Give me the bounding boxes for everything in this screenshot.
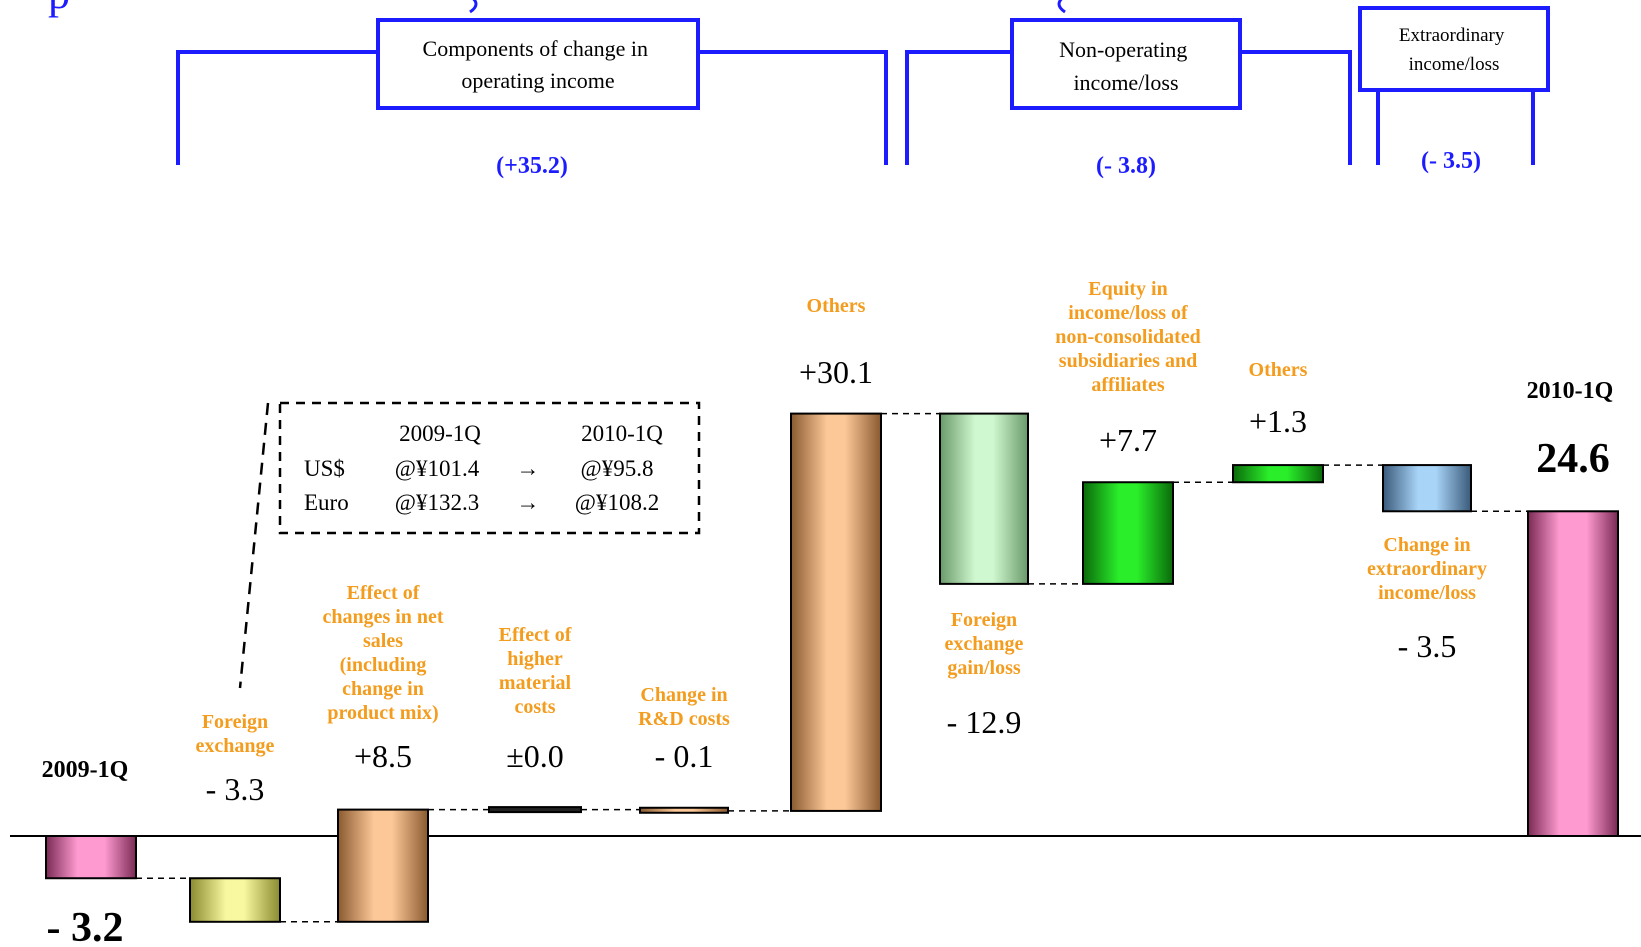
step-bar [337, 808, 429, 923]
group-label-nonoperating: Non-operating income/loss [1059, 37, 1193, 95]
group-bracket-nonoperating [905, 18, 1352, 165]
group-value-extraordinary: (- 3.5) [1421, 148, 1481, 174]
fx-header-2009: 2009-1Q [399, 421, 481, 446]
step-value-label: ±0.0 [506, 738, 564, 774]
fx-row-arrow: → [517, 456, 540, 481]
fx-row-rate-old: @¥132.3 [395, 490, 479, 515]
step-category-label: Change in extraordinary income/loss [1367, 534, 1487, 604]
step-category-label: Foreign exchange [196, 711, 275, 757]
step-value-label: +30.1 [799, 354, 873, 390]
step-category-label: Equity in income/loss of non-consolidated s… [1055, 278, 1201, 396]
step-category-label: Effect of changes in net sales (including ch… [322, 582, 443, 724]
group-label-operating: Components of change in operating income [423, 36, 654, 93]
step-category-label: Others [807, 295, 866, 317]
group-value-nonoperating: (- 3.8) [1096, 153, 1156, 179]
step-value-label: - 3.5 [1398, 628, 1457, 664]
page-title-fragment: p [48, 0, 70, 18]
step-bar [189, 877, 281, 923]
group-label-extraordinary: Extraordinary income/loss [1399, 25, 1509, 75]
fx-row-currency: Euro [304, 490, 349, 515]
step-bar [790, 412, 882, 812]
step-category-label: Change in R&D costs [638, 684, 730, 730]
step-category-label: Foreign exchange gain/loss [945, 609, 1024, 679]
step-value-label: - 3.3 [206, 771, 265, 807]
step-category-label: Effect of higher material costs [499, 624, 572, 718]
fx-row-currency: US$ [304, 456, 345, 481]
step-value-label: - 0.1 [655, 738, 714, 774]
step-category-label: Others [1249, 359, 1308, 381]
step-value-label: +7.7 [1099, 422, 1157, 458]
step-bar [1082, 481, 1174, 585]
step-bar [939, 412, 1029, 585]
start-bar [45, 835, 137, 880]
fx-row-arrow: → [517, 490, 540, 515]
step-bar [639, 806, 729, 814]
end-value-label: 24.6 [1536, 436, 1610, 482]
fx-row-rate-old: @¥101.4 [395, 456, 480, 481]
fx-row-rate-new: @¥95.8 [581, 456, 654, 481]
fx-header-2010: 2010-1Q [581, 421, 663, 446]
step-bar [1382, 464, 1472, 513]
step-value-label: - 12.9 [947, 704, 1022, 740]
fx-row-rate-new: @¥108.2 [575, 490, 659, 515]
step-value-label: +8.5 [354, 738, 412, 774]
end-label: 2010-1Q [1527, 378, 1614, 404]
start-value-label: - 3.2 [47, 905, 124, 947]
group-bracket-extraordinary [1358, 6, 1550, 165]
step-bar [488, 806, 582, 814]
group-bracket-operating [176, 18, 888, 165]
fx-rate-box: 2009-1Q 2010-1Q US$ @¥101.4 → @¥95.8 Eur… [238, 401, 701, 689]
end-bar [1527, 510, 1619, 837]
group-value-operating: (+35.2) [496, 153, 568, 179]
step-bar [1232, 464, 1324, 484]
start-label: 2009-1Q [42, 757, 129, 783]
step-value-label: +1.3 [1249, 403, 1307, 439]
